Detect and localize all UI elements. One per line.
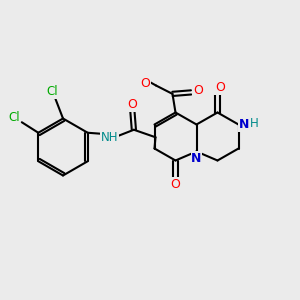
Text: O: O — [140, 76, 150, 90]
Text: NH: NH — [100, 131, 118, 144]
Text: O: O — [128, 98, 137, 111]
Text: N: N — [191, 152, 202, 165]
Text: H: H — [250, 116, 259, 130]
Text: O: O — [193, 84, 202, 98]
Text: Cl: Cl — [47, 85, 58, 98]
Text: N: N — [239, 118, 249, 131]
Text: O: O — [215, 81, 225, 94]
Text: Cl: Cl — [8, 111, 20, 124]
Text: O: O — [171, 178, 180, 191]
